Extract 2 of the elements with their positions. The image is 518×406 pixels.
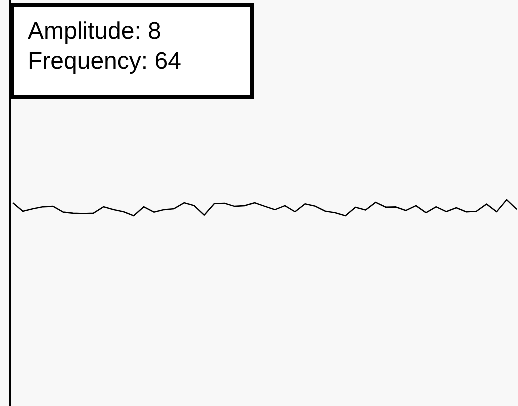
- text: Amplitude: 8: [28, 17, 162, 47]
- text: Frequency: 64: [28, 47, 182, 77]
